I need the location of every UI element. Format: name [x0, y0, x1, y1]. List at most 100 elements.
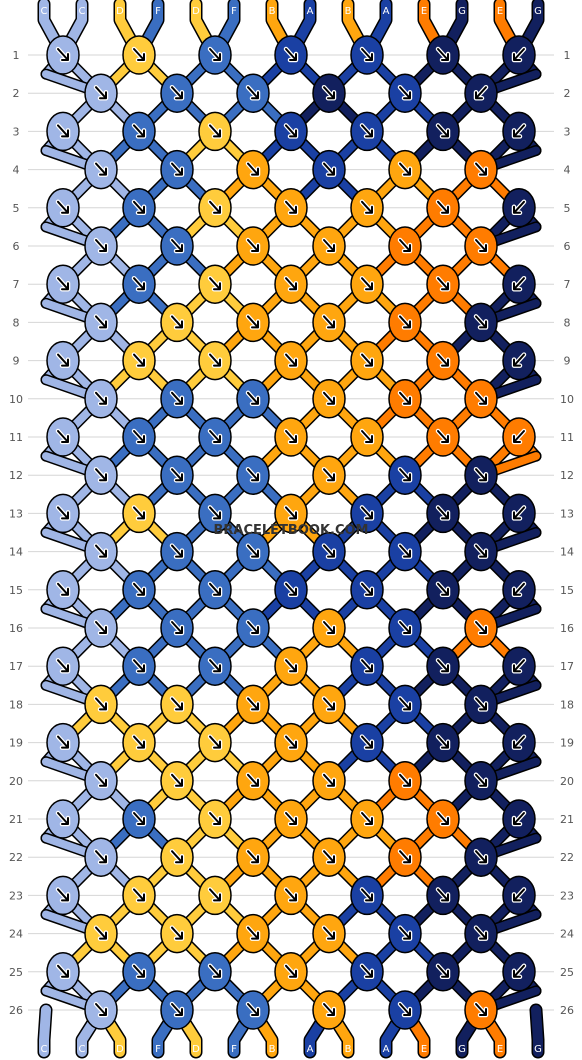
knot[interactable] [160, 455, 194, 495]
knot[interactable] [312, 990, 346, 1030]
knot[interactable] [274, 264, 308, 304]
knot[interactable] [122, 417, 156, 457]
knot[interactable] [160, 73, 194, 113]
knot[interactable] [502, 799, 536, 839]
knot[interactable] [274, 570, 308, 610]
knot[interactable] [312, 455, 346, 495]
knot[interactable] [122, 722, 156, 763]
knot[interactable] [388, 837, 422, 877]
knot[interactable] [46, 952, 80, 992]
knot[interactable] [312, 761, 346, 801]
knot[interactable] [84, 379, 118, 419]
knot[interactable] [236, 913, 270, 954]
knot[interactable] [464, 73, 498, 113]
knot[interactable] [198, 340, 232, 381]
knot[interactable] [388, 379, 422, 419]
knot[interactable] [388, 73, 422, 113]
knot[interactable] [198, 875, 232, 916]
knot[interactable] [46, 799, 80, 839]
knot[interactable] [198, 722, 232, 763]
knot[interactable] [274, 875, 308, 916]
knot[interactable] [312, 913, 346, 954]
knot[interactable] [388, 149, 422, 190]
knot[interactable] [236, 531, 270, 572]
knot[interactable] [122, 952, 156, 992]
knot[interactable] [388, 684, 422, 725]
knot[interactable] [274, 188, 308, 228]
knot[interactable] [350, 264, 384, 304]
knot[interactable] [312, 302, 346, 343]
knot[interactable] [426, 952, 460, 992]
knot[interactable] [122, 264, 156, 304]
knot[interactable] [312, 837, 346, 877]
knot[interactable] [502, 417, 536, 457]
knot[interactable] [388, 226, 422, 266]
knot[interactable] [84, 149, 118, 190]
knot[interactable] [464, 531, 498, 572]
knot[interactable] [464, 761, 498, 801]
knot[interactable] [388, 455, 422, 495]
knot[interactable] [84, 531, 118, 572]
knot[interactable] [502, 646, 536, 686]
knot[interactable] [160, 302, 194, 343]
knot[interactable] [236, 837, 270, 877]
knot[interactable] [46, 340, 80, 381]
knot[interactable] [426, 111, 460, 152]
knot[interactable] [350, 570, 384, 610]
knot[interactable] [350, 188, 384, 228]
knot[interactable] [388, 990, 422, 1030]
knot[interactable] [198, 646, 232, 686]
knot[interactable] [464, 149, 498, 190]
knot[interactable] [464, 837, 498, 877]
knot[interactable] [160, 837, 194, 877]
knot[interactable] [502, 188, 536, 228]
knot[interactable] [388, 302, 422, 343]
knot[interactable] [350, 493, 384, 534]
knot[interactable] [502, 264, 536, 304]
knot[interactable] [388, 913, 422, 954]
knot[interactable] [160, 379, 194, 419]
knot[interactable] [426, 570, 460, 610]
knot[interactable] [46, 646, 80, 686]
knot[interactable] [388, 761, 422, 801]
knot[interactable] [122, 188, 156, 228]
knot[interactable] [46, 570, 80, 610]
knot[interactable] [274, 646, 308, 686]
knot[interactable] [236, 684, 270, 725]
knot[interactable] [502, 722, 536, 763]
knot[interactable] [464, 455, 498, 495]
knot[interactable] [46, 188, 80, 228]
knot[interactable] [426, 799, 460, 839]
knot[interactable] [274, 111, 308, 152]
knot[interactable] [274, 417, 308, 457]
knot[interactable] [502, 952, 536, 992]
knot[interactable] [426, 493, 460, 534]
knot[interactable] [198, 417, 232, 457]
knot[interactable] [464, 608, 498, 648]
knot[interactable] [350, 35, 384, 75]
knot[interactable] [236, 455, 270, 495]
knot[interactable] [502, 111, 536, 152]
knot[interactable] [426, 188, 460, 228]
knot[interactable] [84, 608, 118, 648]
knot[interactable] [84, 684, 118, 725]
knot[interactable] [198, 111, 232, 152]
knot[interactable] [84, 226, 118, 266]
knot[interactable] [160, 761, 194, 801]
knot[interactable] [122, 35, 156, 75]
knot[interactable] [122, 875, 156, 916]
knot[interactable] [312, 684, 346, 725]
knot[interactable] [502, 570, 536, 610]
knot[interactable] [236, 302, 270, 343]
knot[interactable] [464, 302, 498, 343]
knot[interactable] [426, 875, 460, 916]
knot[interactable] [236, 226, 270, 266]
knot[interactable] [198, 952, 232, 992]
knot[interactable] [274, 493, 308, 534]
knot[interactable] [46, 875, 80, 916]
knot[interactable] [312, 531, 346, 572]
knot[interactable] [502, 493, 536, 534]
knot[interactable] [160, 990, 194, 1030]
knot[interactable] [350, 952, 384, 992]
knot[interactable] [464, 379, 498, 419]
